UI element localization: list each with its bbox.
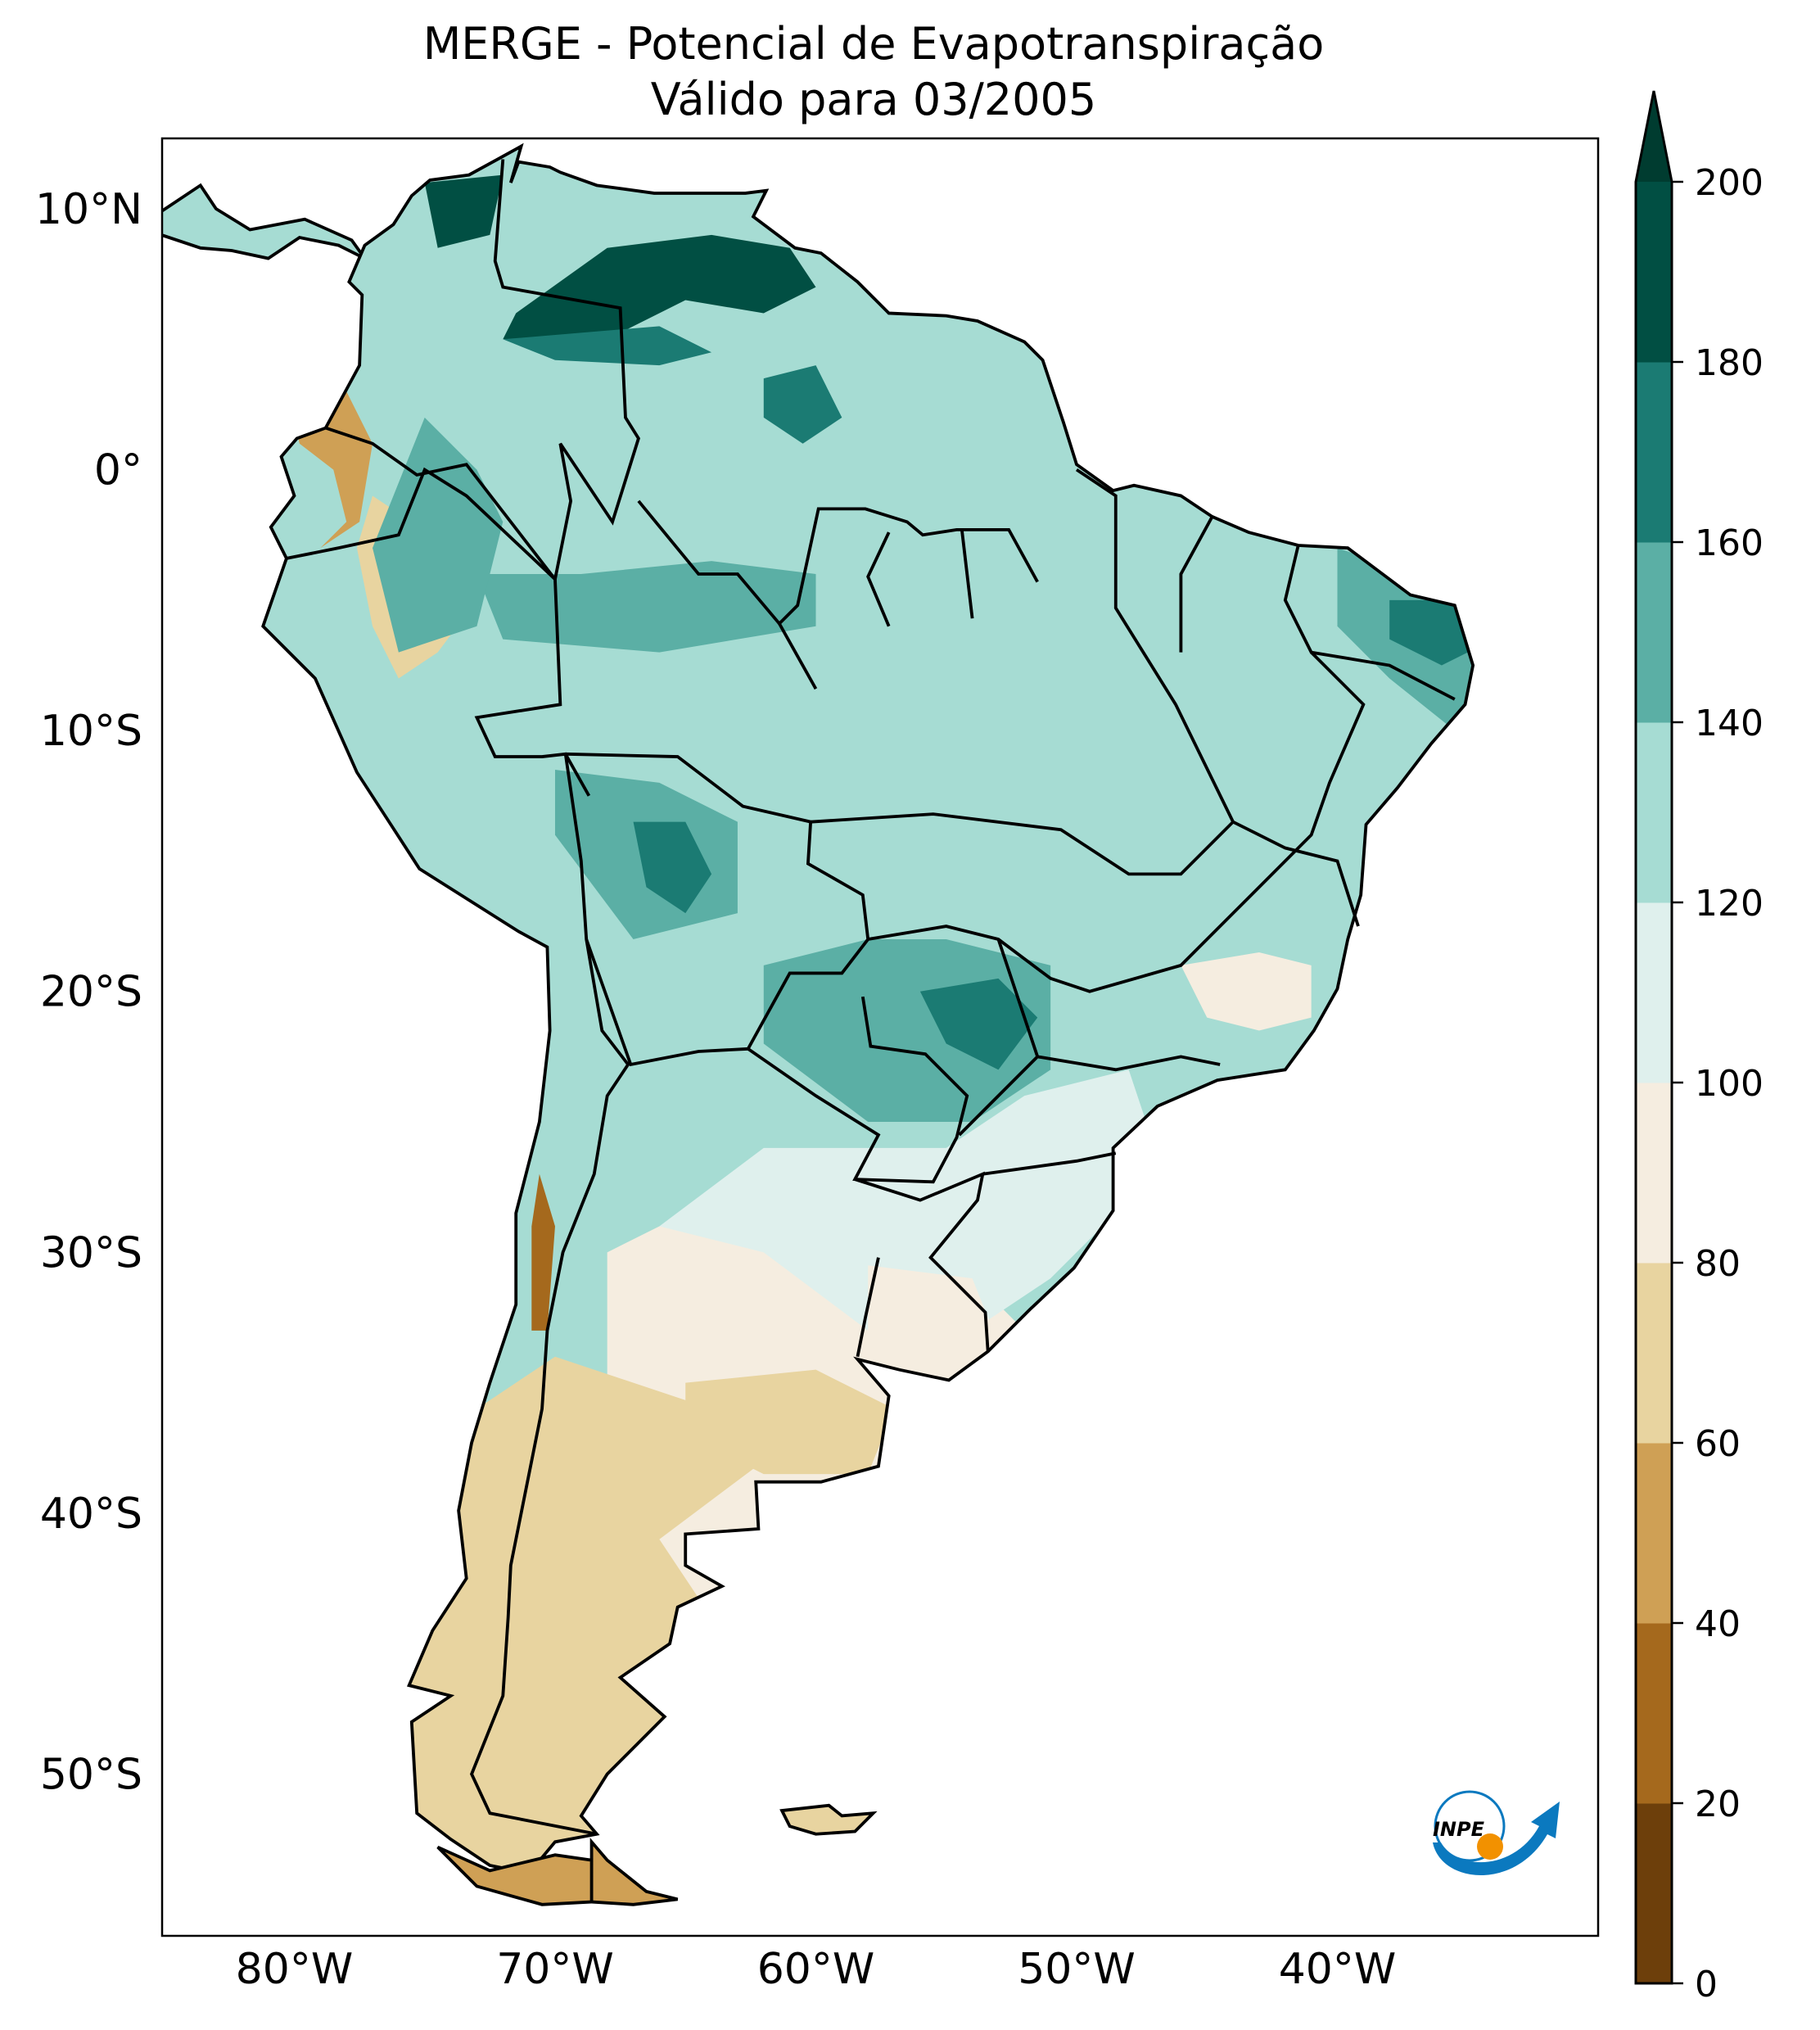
border-line <box>854 1171 990 1352</box>
y-tick-label: 30°S <box>40 1228 142 1277</box>
x-tick-label: 60°W <box>757 1945 875 1994</box>
border-line <box>958 938 1040 1137</box>
y-tick-label: 10°N <box>35 185 142 234</box>
x-tick-label: 70°W <box>496 1945 614 1994</box>
contour-60-80-pampa <box>685 1369 895 1475</box>
colorbar-tick-label: 0 <box>1695 1964 1718 2005</box>
contour-180-200-colombia <box>424 174 504 248</box>
tierra-del-fuego <box>436 1838 679 1906</box>
colorbar: 0 20 40 60 80 100 120 140 160 180 200 <box>1634 90 1764 2005</box>
colorbar-tick-label: 40 <box>1695 1603 1741 1645</box>
border-line <box>747 996 969 1184</box>
falkland-islands <box>779 1803 878 1836</box>
y-tick-label: 20°S <box>40 968 142 1017</box>
colorbar-outline <box>1634 90 1673 1985</box>
x-axis-labels: 80°W 70°W 60°W 50°W 40°W <box>236 1945 1397 1994</box>
x-tick-label: 40°W <box>1279 1945 1397 1994</box>
logo-swoosh <box>1433 1802 1560 1875</box>
colorbar-segment <box>1636 1443 1672 1624</box>
colorbar-segment <box>1636 1083 1672 1264</box>
title-line-2: Válido para 03/2005 <box>651 74 1096 125</box>
border-line <box>1036 1055 1221 1072</box>
contour-20-40-andes-peak <box>531 1173 555 1331</box>
border-line <box>867 651 1366 993</box>
map-panel <box>160 137 1600 1937</box>
border-line <box>286 467 591 797</box>
x-tick-label: 80°W <box>236 1945 354 1994</box>
contour-160-180-mato-grosso <box>919 978 1038 1070</box>
border-line <box>637 500 781 625</box>
contour-140-160-amazon <box>476 561 816 653</box>
map-canvas <box>162 138 1598 1936</box>
contour-180-200-venezuela <box>503 234 816 340</box>
border-line <box>1232 820 1360 927</box>
colorbar-segment <box>1636 182 1672 363</box>
colorbar-segment <box>1636 722 1672 903</box>
y-tick-label: 10°S <box>40 707 142 756</box>
colorbar-tick-label: 60 <box>1695 1423 1741 1465</box>
border-line <box>325 159 640 583</box>
contour-100-120-south-brazil <box>659 1069 1155 1331</box>
border-line <box>469 753 630 1836</box>
border-line <box>960 529 974 619</box>
border-line <box>810 468 1235 876</box>
colorbar-segment <box>1636 1263 1672 1444</box>
logo-ring <box>1434 1790 1506 1862</box>
y-tick-label: 40°S <box>40 1490 142 1539</box>
colorbar-tick-label: 120 <box>1695 883 1764 925</box>
border-line <box>982 1151 1117 1176</box>
contour-80-100-minas <box>1181 952 1312 1031</box>
colorbar-segment <box>1636 542 1672 723</box>
border-line <box>1283 545 1456 701</box>
colorbar-segment <box>1636 1803 1672 1984</box>
border-line <box>1179 516 1214 653</box>
contour-160-180-ne-coast <box>1389 599 1468 666</box>
title-line-1: MERGE - Potencial de Evapotranspiração <box>423 18 1325 70</box>
border-line <box>866 531 891 627</box>
border-line <box>856 1257 880 1358</box>
colorbar-segment <box>1636 1623 1672 1804</box>
colorbar-segment <box>1636 362 1672 543</box>
colorbar-segment <box>1636 902 1672 1083</box>
colorbar-tick-label: 20 <box>1695 1784 1741 1825</box>
contour-160-180-roraima <box>763 365 842 444</box>
x-tick-label: 50°W <box>1018 1945 1136 1994</box>
contour-160-180-venezuela-south <box>503 326 712 366</box>
border-line <box>777 507 1039 690</box>
coastline <box>261 142 1475 1875</box>
inpe-logo: INPE <box>1433 1790 1560 1875</box>
logo-orange-dot <box>1477 1833 1503 1860</box>
contour-160-180-bolivia <box>633 821 712 914</box>
colorbar-tick-label: 100 <box>1695 1063 1764 1105</box>
colorbar-extend-arrow <box>1636 91 1672 182</box>
map-frame <box>160 137 1600 1937</box>
y-tick-label: 50°S <box>40 1750 142 1799</box>
colorbar-tick-label: 200 <box>1695 162 1764 204</box>
contour-140-160-peru <box>373 417 504 653</box>
y-axis-labels: 10°N 0° 10°S 20°S 30°S 40°S 50°S <box>35 185 142 1799</box>
colorbar-tick-label: 80 <box>1695 1243 1741 1285</box>
y-tick-label: 0° <box>94 446 142 495</box>
colorbar-tick-label: 180 <box>1695 342 1764 384</box>
colorbar-tick-label: 140 <box>1695 703 1764 744</box>
logo-text: INPE <box>1433 1818 1485 1841</box>
central-america-land <box>162 183 367 260</box>
colorbar-tick-label: 160 <box>1695 522 1764 564</box>
country-borders <box>286 159 1456 1836</box>
